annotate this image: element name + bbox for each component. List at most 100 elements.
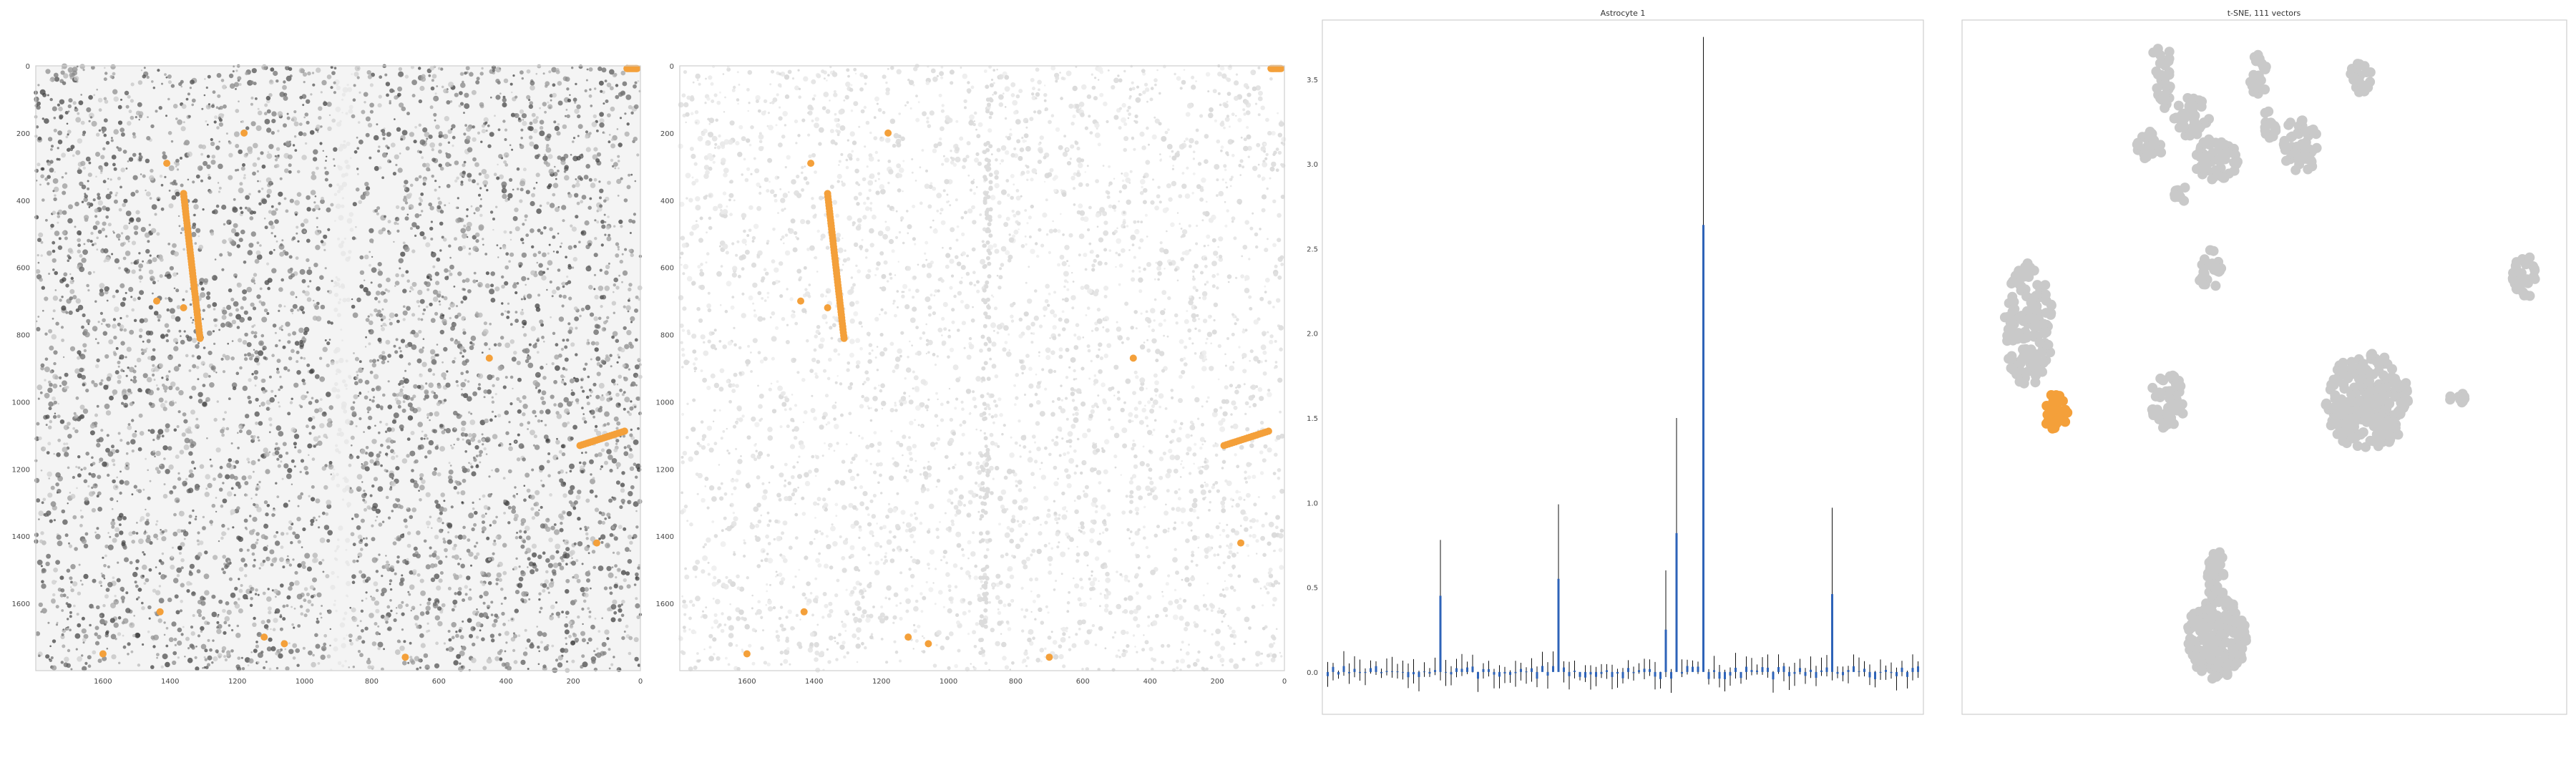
bar <box>1482 669 1485 672</box>
bar <box>1885 669 1887 672</box>
bar <box>1568 671 1571 676</box>
y-tick-label: 0.5 <box>1307 585 1318 593</box>
mask-image-chart: 1600 1400 1200 1000 800 600 400 200 0 0 200 400 600 8… <box>656 63 1287 686</box>
bar <box>1514 671 1517 674</box>
bar <box>1750 670 1753 672</box>
bar <box>1477 671 1479 679</box>
bar <box>1332 666 1335 672</box>
bar <box>1767 667 1769 672</box>
astrocyte-bar-panel: Astrocyte 1 0.0 0.5 1.0 1.5 2.0 2.5 3.0 3.5 <box>1288 0 1932 773</box>
x-tick-label: 600 <box>1076 678 1090 686</box>
x-tick-label: 200 <box>1211 678 1224 686</box>
x-tick-label: 1400 <box>161 678 179 686</box>
bar <box>1853 666 1855 672</box>
bar <box>1525 671 1528 673</box>
y-tick-label: 1200 <box>12 466 30 474</box>
highlighted-cells <box>99 64 641 661</box>
y-tick-label: 2.5 <box>1307 245 1318 253</box>
bar <box>1858 671 1860 672</box>
bar <box>1471 666 1474 672</box>
bar <box>1692 666 1694 672</box>
tsne-chart: t-SNE, 111 vectors <box>1961 9 2567 715</box>
highlighted-cells <box>743 64 1285 661</box>
bar <box>1552 666 1554 672</box>
bar <box>1621 671 1624 679</box>
x-tick-label: 1200 <box>872 678 890 686</box>
y-tick-label: 800 <box>16 332 30 340</box>
bar <box>1627 668 1629 672</box>
bar <box>1460 669 1463 672</box>
bar <box>1348 671 1350 674</box>
bar <box>1772 671 1775 680</box>
bar <box>1391 671 1393 672</box>
x-tick-label: 1000 <box>940 678 957 686</box>
x-tick-label: 400 <box>499 678 513 686</box>
bar <box>1911 668 1914 672</box>
bar <box>1804 671 1807 676</box>
bar <box>1600 671 1603 674</box>
bar <box>1503 671 1506 674</box>
bar <box>1337 671 1340 675</box>
bar <box>1675 533 1678 672</box>
bar <box>1745 666 1747 672</box>
bar <box>1364 671 1367 674</box>
bar <box>1670 671 1672 679</box>
bar <box>1815 671 1818 678</box>
bar <box>1574 671 1576 672</box>
bar <box>1740 671 1742 679</box>
y-tick-label: 1200 <box>656 466 674 474</box>
bar <box>1402 671 1404 673</box>
bar <box>1831 594 1833 672</box>
y-tick-label: 1400 <box>12 533 30 541</box>
y-tick-label: 600 <box>660 265 674 273</box>
bar <box>1654 671 1657 677</box>
bar <box>1847 670 1850 672</box>
y-tick-label: 400 <box>660 198 674 205</box>
bar <box>1868 671 1871 678</box>
bar <box>1375 666 1377 672</box>
bar <box>1509 671 1511 675</box>
bar <box>1863 669 1865 672</box>
x-tick-label: 600 <box>432 678 446 686</box>
y-tick-label: 200 <box>660 130 674 138</box>
bar <box>1418 671 1420 677</box>
bar <box>1643 669 1646 672</box>
bar <box>1584 671 1586 678</box>
bar <box>1664 629 1667 672</box>
bar <box>1842 671 1844 676</box>
bar <box>1649 669 1651 672</box>
bar <box>1707 671 1710 679</box>
bar <box>1455 668 1458 672</box>
bar <box>1423 671 1425 673</box>
bar <box>1541 666 1543 672</box>
bar <box>1407 671 1410 678</box>
bar <box>1724 671 1726 679</box>
y-tick-label: 0.0 <box>1307 669 1318 677</box>
bar <box>1799 668 1801 672</box>
bar <box>1825 667 1828 672</box>
y-tick-label: 1000 <box>656 399 674 407</box>
bar <box>1498 671 1501 677</box>
bar <box>1686 666 1689 672</box>
bar <box>1493 671 1496 675</box>
bar <box>1735 667 1737 672</box>
bar <box>1450 671 1453 675</box>
tsne-panel: t-SNE, 111 vectors <box>1932 0 2576 773</box>
bar <box>1793 671 1796 674</box>
bars <box>1327 37 1919 693</box>
bar <box>1901 667 1903 672</box>
bar <box>1396 671 1399 673</box>
bar <box>1606 670 1608 672</box>
y-tick-label: 800 <box>660 332 674 340</box>
bar <box>1563 667 1565 672</box>
image-frame <box>35 65 641 671</box>
bar <box>1756 670 1758 672</box>
bar-frame <box>1322 19 1924 715</box>
bar <box>1611 671 1614 677</box>
bar <box>1906 671 1908 677</box>
bar-chart-title: Astrocyte 1 <box>1601 9 1646 18</box>
tsne-highlight <box>2041 390 2073 434</box>
bar <box>1782 666 1785 672</box>
x-tick-label: 0 <box>1282 678 1287 686</box>
bar <box>1718 671 1721 679</box>
